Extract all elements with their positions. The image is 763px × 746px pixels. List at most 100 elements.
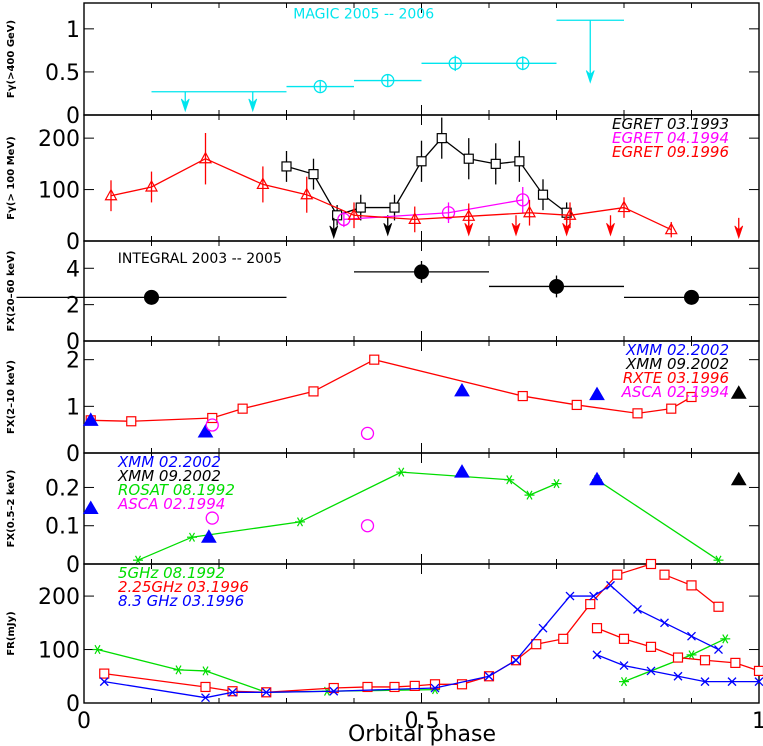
data-point [645,558,657,570]
legend-entry: RXTE 03.1996 [623,369,729,387]
y-tick-label: 0 [66,442,80,467]
data-point [517,390,528,402]
series-rosat-08-1992 [133,467,562,565]
series-xmm-02-2002 [82,464,605,543]
data-point [456,679,468,690]
data-point [617,200,631,213]
series-line [664,574,719,608]
data-point [205,511,219,525]
upper-limit-arrow [329,217,339,240]
y-tick-label: 2 [66,349,80,374]
data-point [484,671,494,681]
series-2-25ghz-03-1996-b- [659,569,724,612]
data-point [360,426,375,441]
data-point [207,412,218,424]
data-point [396,467,407,477]
data-point [104,188,118,201]
data-point [537,189,549,200]
data-point [414,264,429,280]
data-point [730,385,747,399]
data-point [256,177,270,190]
data-point [173,665,184,675]
data-point [632,408,643,419]
data-point [592,650,602,660]
legend-entry: XMM 02.2002 [625,341,729,359]
data-point [227,686,238,697]
legend-entry: 2.25GHz 03.1996 [118,578,249,596]
data-point [205,418,219,432]
data-point [571,399,582,411]
upper-limit-arrow [248,91,258,113]
series-8-3-ghz-03-1996 [99,580,723,703]
data-point [516,56,530,70]
data-point [619,676,629,687]
x-axis: 0 0.5 1 Orbital phase [77,709,763,746]
series-line [90,358,692,422]
upper-limit-arrow [585,20,595,84]
data-point [504,475,515,485]
data-point [673,671,683,681]
legend-entry: EGRET 03.1993 [612,115,729,133]
data-point [436,133,447,144]
y-tick-label: 1 [66,18,80,43]
legend-entry: 5GHz 08.1992 [118,564,225,582]
series-5ghz-08-1992-b- [619,634,731,687]
data-point [516,193,530,207]
upper-limit-arrow [511,215,521,237]
legend-entry: ROSAT 08.1992 [118,481,235,499]
y-tick-label: 2 [66,294,80,319]
data-point [201,693,210,703]
series-magic-2005-2006 [151,19,624,113]
data-point [200,681,211,693]
data-point [730,471,747,486]
upper-limit-arrow [606,215,615,237]
data-point [332,210,343,221]
data-point [633,604,642,614]
data-point [686,580,697,591]
data-point [589,386,605,401]
data-point [328,682,339,694]
y-tick-label: 0 [66,330,80,355]
data-point [362,681,373,693]
legend-entry: EGRET 09.1996 [612,143,729,161]
series-2-25ghz-03-1996-c- [591,623,763,677]
data-point [700,677,710,687]
data-point [618,633,630,644]
series-xmm-02-2002 [82,382,605,438]
data-point [308,386,319,397]
data-point [714,645,723,654]
data-point [727,677,737,687]
y-tick-label: 100 [38,179,80,204]
panel-p3: 0 2 4 FX(20–60 keV) INTEGRAL 2003 -- 2005 [6,240,760,355]
data-point [355,202,366,213]
series-line [596,479,719,561]
data-point [699,655,711,666]
data-point [408,212,422,224]
data-point [713,555,724,565]
data-point [659,569,670,580]
series-rxte-03-1996 [85,354,697,427]
data-point [565,591,575,601]
series-egret-09-1996 [104,133,744,240]
y-axis-label: Fγ(>400 GeV) [6,20,17,98]
data-point [187,532,197,542]
y-tick-label: 0 [66,692,80,717]
data-point [82,412,99,426]
y-axis-label: Fγ(> 100 MeV) [6,136,17,219]
data-point [201,529,217,543]
y-axis-label: FX(20–60 keV) [6,251,17,332]
data-point [713,601,724,612]
series-integral-2003-2005 [16,261,759,305]
series-rosat-08-1992-b- [592,475,724,565]
panel-annotation: MAGIC 2005 -- 2006 [293,7,434,23]
upper-limit-arrow [383,215,393,237]
y-tick-label: 1 [66,395,80,420]
series-line [97,648,436,693]
data-point [454,464,470,478]
data-point [99,677,109,687]
data-point [416,156,427,167]
y-tick-label: 200 [38,585,80,610]
data-point [300,187,314,200]
